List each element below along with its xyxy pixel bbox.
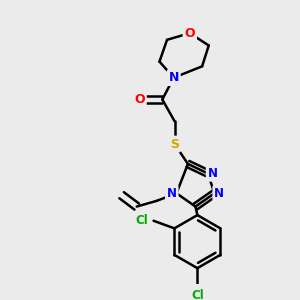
Text: N: N [167,187,177,200]
Text: Cl: Cl [136,214,148,227]
Text: O: O [134,93,145,106]
Text: S: S [170,137,179,151]
Text: Cl: Cl [191,289,204,300]
Text: N: N [214,187,224,200]
Text: N: N [208,167,218,180]
Text: O: O [184,27,195,40]
Text: N: N [169,71,179,84]
